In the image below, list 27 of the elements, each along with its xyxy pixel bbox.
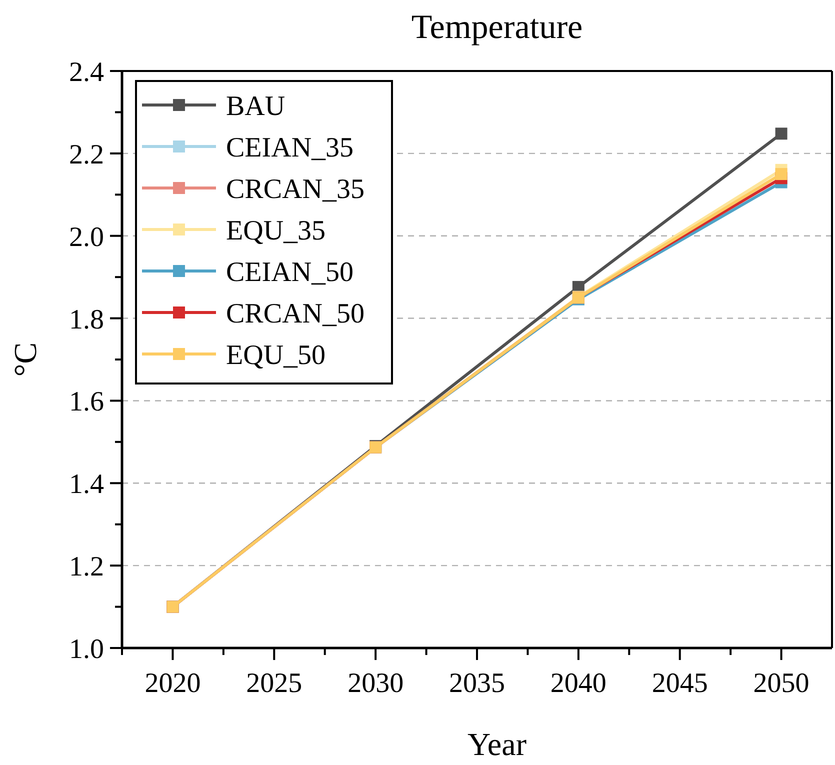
x-tick-label: 2045 [652, 668, 708, 699]
x-tick-label: 2050 [753, 668, 810, 699]
y-tick-label: 1.4 [69, 469, 104, 500]
y-tick-label: 1.0 [69, 634, 104, 665]
point [775, 128, 788, 140]
x-tick-label: 2020 [144, 668, 201, 699]
x-tick-label: 2025 [246, 668, 302, 699]
legend-label: CEIAN_50 [226, 257, 354, 288]
legend-label: EQU_35 [226, 216, 326, 246]
legend-label: CRCAN_35 [226, 174, 364, 205]
x-axis-title: Year [468, 726, 527, 762]
x-tick-label: 2030 [348, 668, 404, 699]
legend-label: EQU_50 [226, 340, 326, 371]
legend-label: CEIAN_35 [226, 132, 354, 164]
y-axis-title: °C [7, 342, 43, 377]
chart-title: Temperature [411, 9, 583, 46]
point [775, 168, 788, 180]
y-tick-label: 1.2 [69, 552, 104, 583]
x-tick-label: 2040 [550, 668, 606, 699]
y-tick-label: 1.6 [69, 386, 104, 418]
legend-label: BAU [226, 91, 286, 122]
y-tick-label: 2.2 [69, 139, 104, 170]
y-tick-label: 2.4 [69, 57, 104, 88]
y-tick-label: 1.8 [69, 304, 104, 336]
y-tick-label: 2.0 [69, 222, 104, 253]
legend-label: CRCAN_50 [226, 298, 364, 330]
x-tick-label: 2035 [449, 668, 505, 699]
